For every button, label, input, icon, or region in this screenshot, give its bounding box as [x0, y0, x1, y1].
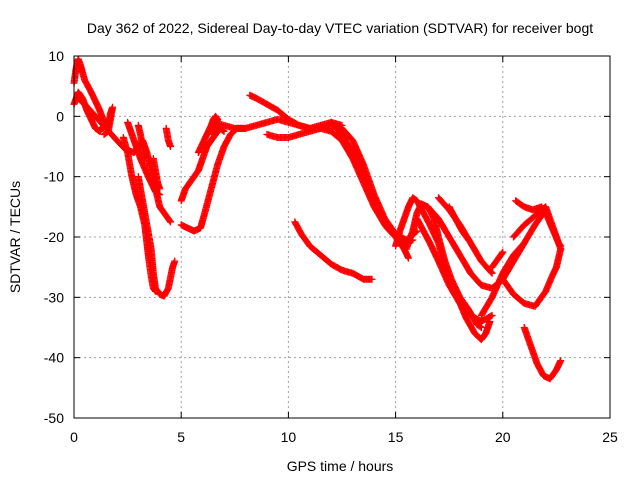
y-tick-label: -40	[44, 350, 64, 366]
x-tick-label: 20	[495, 429, 511, 445]
data-point-marker	[155, 190, 163, 198]
series-arc-20	[413, 215, 496, 325]
series-arc-29	[520, 324, 565, 383]
series-arc-28	[512, 197, 565, 250]
data-point-marker	[104, 115, 112, 123]
data-point-marker	[488, 269, 496, 277]
y-tick-label: 0	[56, 108, 64, 124]
data-point-marker	[556, 241, 564, 249]
series-arc-23	[445, 203, 472, 244]
data-point-marker	[404, 254, 412, 262]
data-point-marker	[141, 155, 149, 163]
series-arc-16	[291, 218, 376, 283]
data-point-marker	[171, 257, 179, 265]
data-point-marker	[464, 236, 472, 244]
data-point-marker	[209, 130, 217, 138]
data-point-marker	[220, 127, 228, 135]
data-point-marker	[166, 217, 174, 225]
data-point-marker	[104, 116, 112, 124]
data-point-marker	[487, 268, 495, 276]
data-point-marker	[557, 242, 565, 250]
data-point-marker	[100, 130, 108, 138]
series-arc-25	[477, 239, 528, 319]
data-point-marker	[520, 239, 528, 247]
data-point-marker	[156, 185, 164, 193]
series-arc-06	[124, 118, 164, 199]
y-axis-label: SDTVAR / TECUs	[7, 181, 23, 293]
y-tick-label: 10	[48, 48, 64, 64]
data-point-marker	[166, 218, 174, 226]
y-tick-label: -30	[44, 289, 64, 305]
data-point-marker	[557, 357, 565, 365]
series-arc-04	[119, 133, 159, 295]
axis-ticks: 0 5 10 15 20 25 -50 -40 -30 -20 -10 0 10	[44, 48, 618, 445]
y-tick-label: -50	[44, 410, 64, 426]
x-axis-label: GPS time / hours	[287, 458, 394, 474]
series-arc-05	[134, 173, 179, 300]
data-point-marker	[368, 275, 376, 283]
data-point-marker	[498, 249, 506, 257]
x-tick-label: 10	[281, 429, 297, 445]
data-points	[70, 55, 565, 383]
y-tick-label: -20	[44, 229, 64, 245]
data-point-marker	[488, 311, 496, 319]
x-tick-label: 5	[177, 429, 185, 445]
x-tick-label: 15	[388, 429, 404, 445]
data-point-marker	[464, 235, 472, 243]
series-arc-11	[177, 124, 250, 235]
series-arc-07	[134, 121, 149, 163]
x-tick-label: 25	[602, 429, 618, 445]
data-point-marker	[487, 312, 495, 320]
series-arc-24	[488, 248, 507, 271]
series-arc-09	[162, 124, 174, 150]
data-point-marker	[499, 248, 507, 256]
series-arc-26	[499, 245, 565, 310]
data-point-marker	[156, 191, 164, 199]
data-point-marker	[477, 324, 485, 331]
data-point-marker	[166, 143, 174, 150]
x-tick-label: 0	[70, 429, 78, 445]
chart-title: Day 362 of 2022, Sidereal Day-to-day VTE…	[87, 20, 593, 36]
data-point-marker	[476, 323, 484, 331]
data-point-marker	[519, 240, 527, 248]
y-tick-label: -10	[44, 169, 64, 185]
series-arc-08	[149, 155, 164, 193]
